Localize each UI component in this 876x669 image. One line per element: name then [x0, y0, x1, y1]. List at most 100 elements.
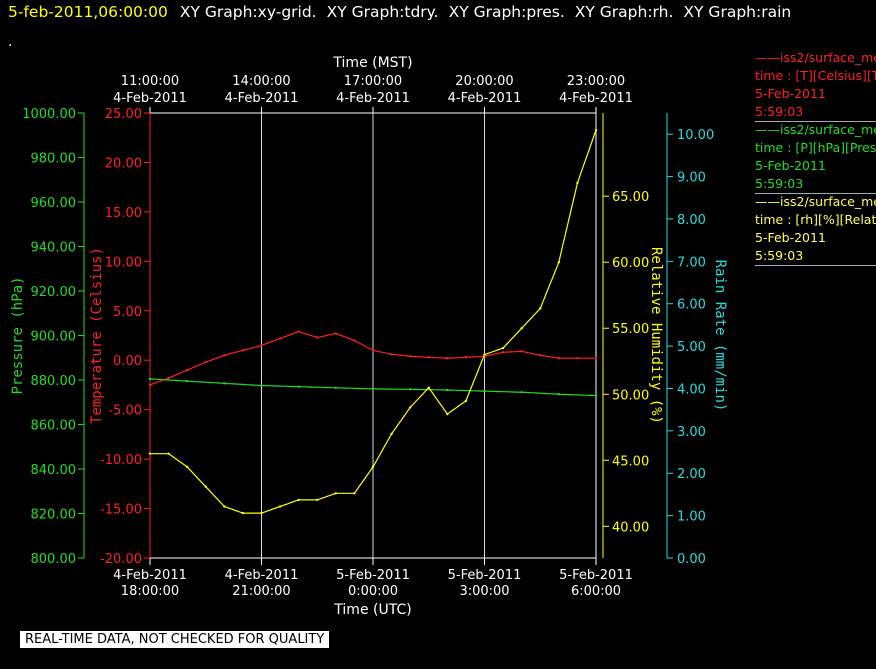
pressure-axis-title: Pressure (hPa): [10, 276, 26, 394]
legend-humidity-time: 5:59:03: [755, 248, 804, 263]
humidity-data-point: [594, 128, 598, 132]
humidity-data-point: [353, 492, 356, 495]
humidity-data-point: [390, 432, 393, 436]
legend-humidity-var: time : [rh][%][Relati: [755, 212, 876, 227]
pressure-data-point: [185, 379, 189, 383]
temperature-tick-label: 0.00: [113, 354, 142, 369]
humidity-data-point: [520, 327, 523, 330]
x-top-tick-date: 4-Feb-2011: [336, 91, 410, 106]
humidity-data-point: [483, 353, 486, 356]
temperature-tick-label: -5.00: [108, 404, 142, 419]
pressure-tick-label: 980.00: [31, 152, 77, 167]
x-tick-time: 21:00:00: [232, 584, 290, 599]
humidity-data-point: [464, 399, 468, 403]
humidity-data-point: [297, 498, 300, 502]
humidity-axis-title: Relative Humidity (%): [648, 247, 664, 424]
humidity-tick-label: 50.00: [612, 388, 649, 403]
temperature-data-point: [316, 336, 319, 339]
temperature-data-point: [557, 357, 561, 360]
header-graph-pres: XY Graph:pres.: [448, 3, 565, 21]
x-tick-date: 4-Feb-2011: [225, 568, 299, 583]
humidity-data-point: [427, 386, 430, 389]
rain-tick-label: 9.00: [677, 171, 706, 186]
temperature-tick-label: 5.00: [113, 305, 142, 320]
temperature-data-point: [594, 357, 598, 360]
temperature-data-point: [148, 383, 152, 387]
temperature-tick-label: 25.00: [105, 107, 142, 122]
x-top-tick-date: 4-Feb-2011: [113, 91, 187, 106]
pressure-data-point: [483, 389, 486, 393]
humidity-data-point: [148, 452, 152, 455]
temperature-tick-label: -20.00: [100, 552, 142, 567]
rain-tick-label: 8.00: [677, 213, 706, 228]
temperature-tick-label: 20.00: [105, 156, 142, 171]
x-top-tick-time: 23:00:00: [567, 74, 625, 89]
pressure-tick-label: 960.00: [31, 196, 77, 211]
humidity-data-point: [539, 307, 542, 310]
humidity-data-point: [576, 181, 579, 185]
legend-pressure-source: ——iss2/surface_me: [755, 122, 876, 137]
humidity-data-point: [446, 412, 449, 416]
temperature-data-point: [334, 332, 338, 335]
rain-axis-title: Rain Rate (mm/min): [712, 260, 728, 412]
legend-pressure-var: time : [P][hPa][Pres: [755, 140, 876, 155]
temperature-data-point: [297, 330, 300, 333]
temperature-data-point: [427, 356, 430, 359]
header-graph-xy-grid: XY Graph:xy-grid.: [179, 3, 317, 21]
header-graph-rh: XY Graph:rh.: [574, 3, 674, 21]
title-bar: 5-feb-2011,06:00:00 XY Graph:xy-grid. XY G…: [8, 3, 801, 21]
pressure-data-point: [557, 393, 561, 396]
header-graph-tdry: XY Graph:tdry.: [326, 3, 439, 21]
pressure-tick-label: 860.00: [31, 419, 77, 434]
x-tick-time: 6:00:00: [571, 584, 621, 599]
humidity-data-point: [204, 485, 207, 488]
temperature-data-point: [204, 361, 207, 364]
temperature-data-point: [167, 376, 170, 380]
x-top-tick-date: 4-Feb-2011: [225, 91, 299, 106]
header-graph-rain: XY Graph:rain: [683, 3, 792, 21]
humidity-data-point: [334, 492, 338, 495]
legend-pressure-date: 5-Feb-2011: [755, 158, 826, 173]
humidity-data-point: [241, 511, 245, 515]
temperature-axis-title: Temperature (Celsius): [89, 247, 105, 424]
humidity-data-point: [557, 261, 561, 264]
humidity-data-point: [501, 346, 505, 350]
pressure-data-point: [334, 386, 338, 389]
rain-tick-label: 6.00: [677, 298, 706, 313]
temperature-tick-label: 10.00: [105, 255, 142, 270]
header-date: 5-feb-2011,06:00:00: [8, 3, 168, 21]
rain-tick-label: 1.00: [677, 510, 706, 525]
temperature-data-point: [223, 354, 226, 357]
rain-tick-label: 3.00: [677, 425, 706, 440]
x-tick-date: 5-Feb-2011: [336, 568, 410, 583]
temperature-data-point: [278, 337, 282, 340]
temperature-data-point: [501, 351, 505, 354]
pressure-tick-label: 900.00: [31, 330, 77, 345]
x-top-axis-label: Time (MST): [332, 55, 412, 71]
legend-pressure: ——iss2/surface_me time : [P][hPa][Pres 5…: [755, 121, 876, 194]
x-top-tick-time: 20:00:00: [455, 74, 513, 89]
pressure-tick-label: 1000.00: [22, 107, 76, 122]
legend-humidity-source: ——iss2/surface_me: [755, 194, 876, 209]
temperature-data-point: [185, 368, 189, 372]
legend-divider: [755, 265, 876, 266]
humidity-data-point: [278, 505, 282, 508]
x-tick-date: 5-Feb-2011: [448, 568, 522, 583]
temperature-data-point: [520, 350, 523, 353]
legend-divider: [755, 121, 876, 122]
temperature-tick-label: -15.00: [100, 503, 142, 518]
temperature-data-point: [408, 355, 412, 358]
x-top-tick-time: 17:00:00: [344, 74, 402, 89]
temperature-data-point: [464, 356, 468, 359]
pressure-tick-label: 940.00: [31, 241, 77, 256]
temperature-data-point: [260, 344, 263, 347]
humidity-data-point: [371, 465, 375, 469]
humidity-tick-label: 60.00: [612, 256, 649, 271]
temperature-data-point: [576, 357, 579, 360]
legend-humidity: ——iss2/surface_me time : [rh][%][Relati …: [755, 193, 876, 266]
pressure-data-point: [594, 394, 598, 397]
x-tick-time: 0:00:00: [348, 584, 398, 599]
pressure-tick-label: 880.00: [31, 374, 77, 389]
temperature-data-point: [353, 339, 356, 342]
humidity-tick-label: 65.00: [612, 190, 649, 205]
